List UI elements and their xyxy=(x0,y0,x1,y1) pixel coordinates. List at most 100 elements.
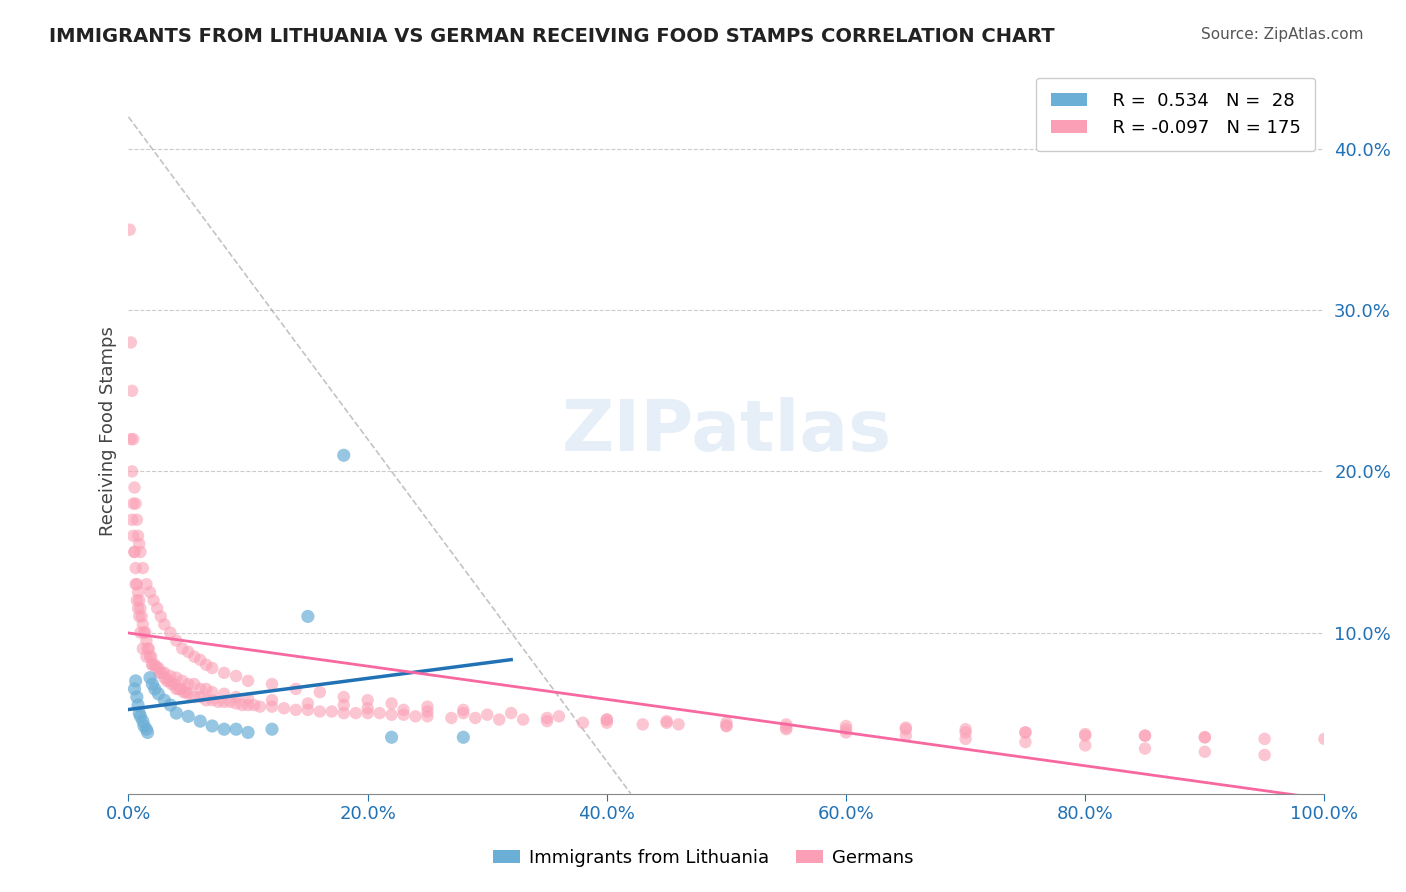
Point xyxy=(127,585,149,599)
Point xyxy=(125,690,148,704)
Point xyxy=(136,641,159,656)
Point xyxy=(955,723,977,737)
Point xyxy=(129,709,152,723)
Point xyxy=(716,719,738,733)
Point xyxy=(124,545,146,559)
Point xyxy=(153,693,176,707)
Point xyxy=(121,513,143,527)
Point xyxy=(148,665,170,680)
Y-axis label: Receiving Food Stamps: Receiving Food Stamps xyxy=(100,326,117,536)
Legend: Immigrants from Lithuania, Germans: Immigrants from Lithuania, Germans xyxy=(485,842,921,874)
Point xyxy=(195,693,218,707)
Point xyxy=(332,698,354,712)
Point xyxy=(135,633,157,648)
Point xyxy=(775,717,797,731)
Point xyxy=(201,685,224,699)
Point xyxy=(225,723,247,737)
Point xyxy=(177,687,200,701)
Point xyxy=(453,706,475,720)
Point xyxy=(775,721,797,735)
Point xyxy=(894,729,917,743)
Point xyxy=(548,709,571,723)
Point xyxy=(173,685,195,699)
Point xyxy=(212,687,235,701)
Point xyxy=(165,706,187,720)
Point xyxy=(260,723,283,737)
Point xyxy=(129,601,152,615)
Point xyxy=(163,677,186,691)
Point xyxy=(453,731,475,745)
Point xyxy=(655,715,678,730)
Point xyxy=(219,695,242,709)
Point xyxy=(201,719,224,733)
Point xyxy=(135,649,157,664)
Point xyxy=(453,703,475,717)
Point xyxy=(121,464,143,478)
Point xyxy=(157,673,180,688)
Point xyxy=(536,711,558,725)
Point xyxy=(1253,731,1275,746)
Point xyxy=(148,661,170,675)
Point xyxy=(138,641,160,656)
Point xyxy=(440,711,463,725)
Point xyxy=(135,723,157,737)
Point xyxy=(249,699,271,714)
Point xyxy=(177,677,200,691)
Point xyxy=(128,609,150,624)
Point xyxy=(260,693,283,707)
Point xyxy=(139,649,162,664)
Point xyxy=(122,529,145,543)
Point xyxy=(165,671,187,685)
Point xyxy=(308,705,330,719)
Point xyxy=(835,725,858,739)
Point xyxy=(321,705,343,719)
Point xyxy=(212,665,235,680)
Point xyxy=(195,681,218,696)
Point xyxy=(125,593,148,607)
Text: Source: ZipAtlas.com: Source: ZipAtlas.com xyxy=(1201,27,1364,42)
Point xyxy=(172,673,194,688)
Point xyxy=(131,609,153,624)
Point xyxy=(1194,731,1216,745)
Point xyxy=(150,665,173,680)
Point xyxy=(231,698,253,712)
Point xyxy=(201,661,224,675)
Point xyxy=(159,669,181,683)
Point xyxy=(141,657,163,672)
Point xyxy=(488,713,510,727)
Point xyxy=(308,685,330,699)
Point xyxy=(121,384,143,398)
Point xyxy=(955,725,977,739)
Point xyxy=(124,673,146,688)
Point xyxy=(212,695,235,709)
Point xyxy=(160,677,183,691)
Point xyxy=(141,657,163,672)
Point xyxy=(132,714,155,728)
Point xyxy=(1194,731,1216,745)
Point xyxy=(356,693,378,707)
Point xyxy=(122,497,145,511)
Point xyxy=(225,697,247,711)
Point xyxy=(120,335,142,350)
Point xyxy=(129,625,152,640)
Point xyxy=(124,481,146,495)
Point xyxy=(894,723,917,737)
Point xyxy=(170,681,193,696)
Point xyxy=(188,714,211,728)
Point xyxy=(148,687,170,701)
Point xyxy=(260,699,283,714)
Point xyxy=(273,701,295,715)
Point xyxy=(188,653,211,667)
Text: ZIPatlas: ZIPatlas xyxy=(561,397,891,466)
Point xyxy=(127,529,149,543)
Point xyxy=(167,681,190,696)
Point xyxy=(128,537,150,551)
Point xyxy=(716,715,738,730)
Point xyxy=(201,693,224,707)
Point xyxy=(127,601,149,615)
Point xyxy=(195,657,218,672)
Point xyxy=(381,697,404,711)
Point xyxy=(124,561,146,575)
Point xyxy=(655,714,678,728)
Point xyxy=(1014,725,1036,739)
